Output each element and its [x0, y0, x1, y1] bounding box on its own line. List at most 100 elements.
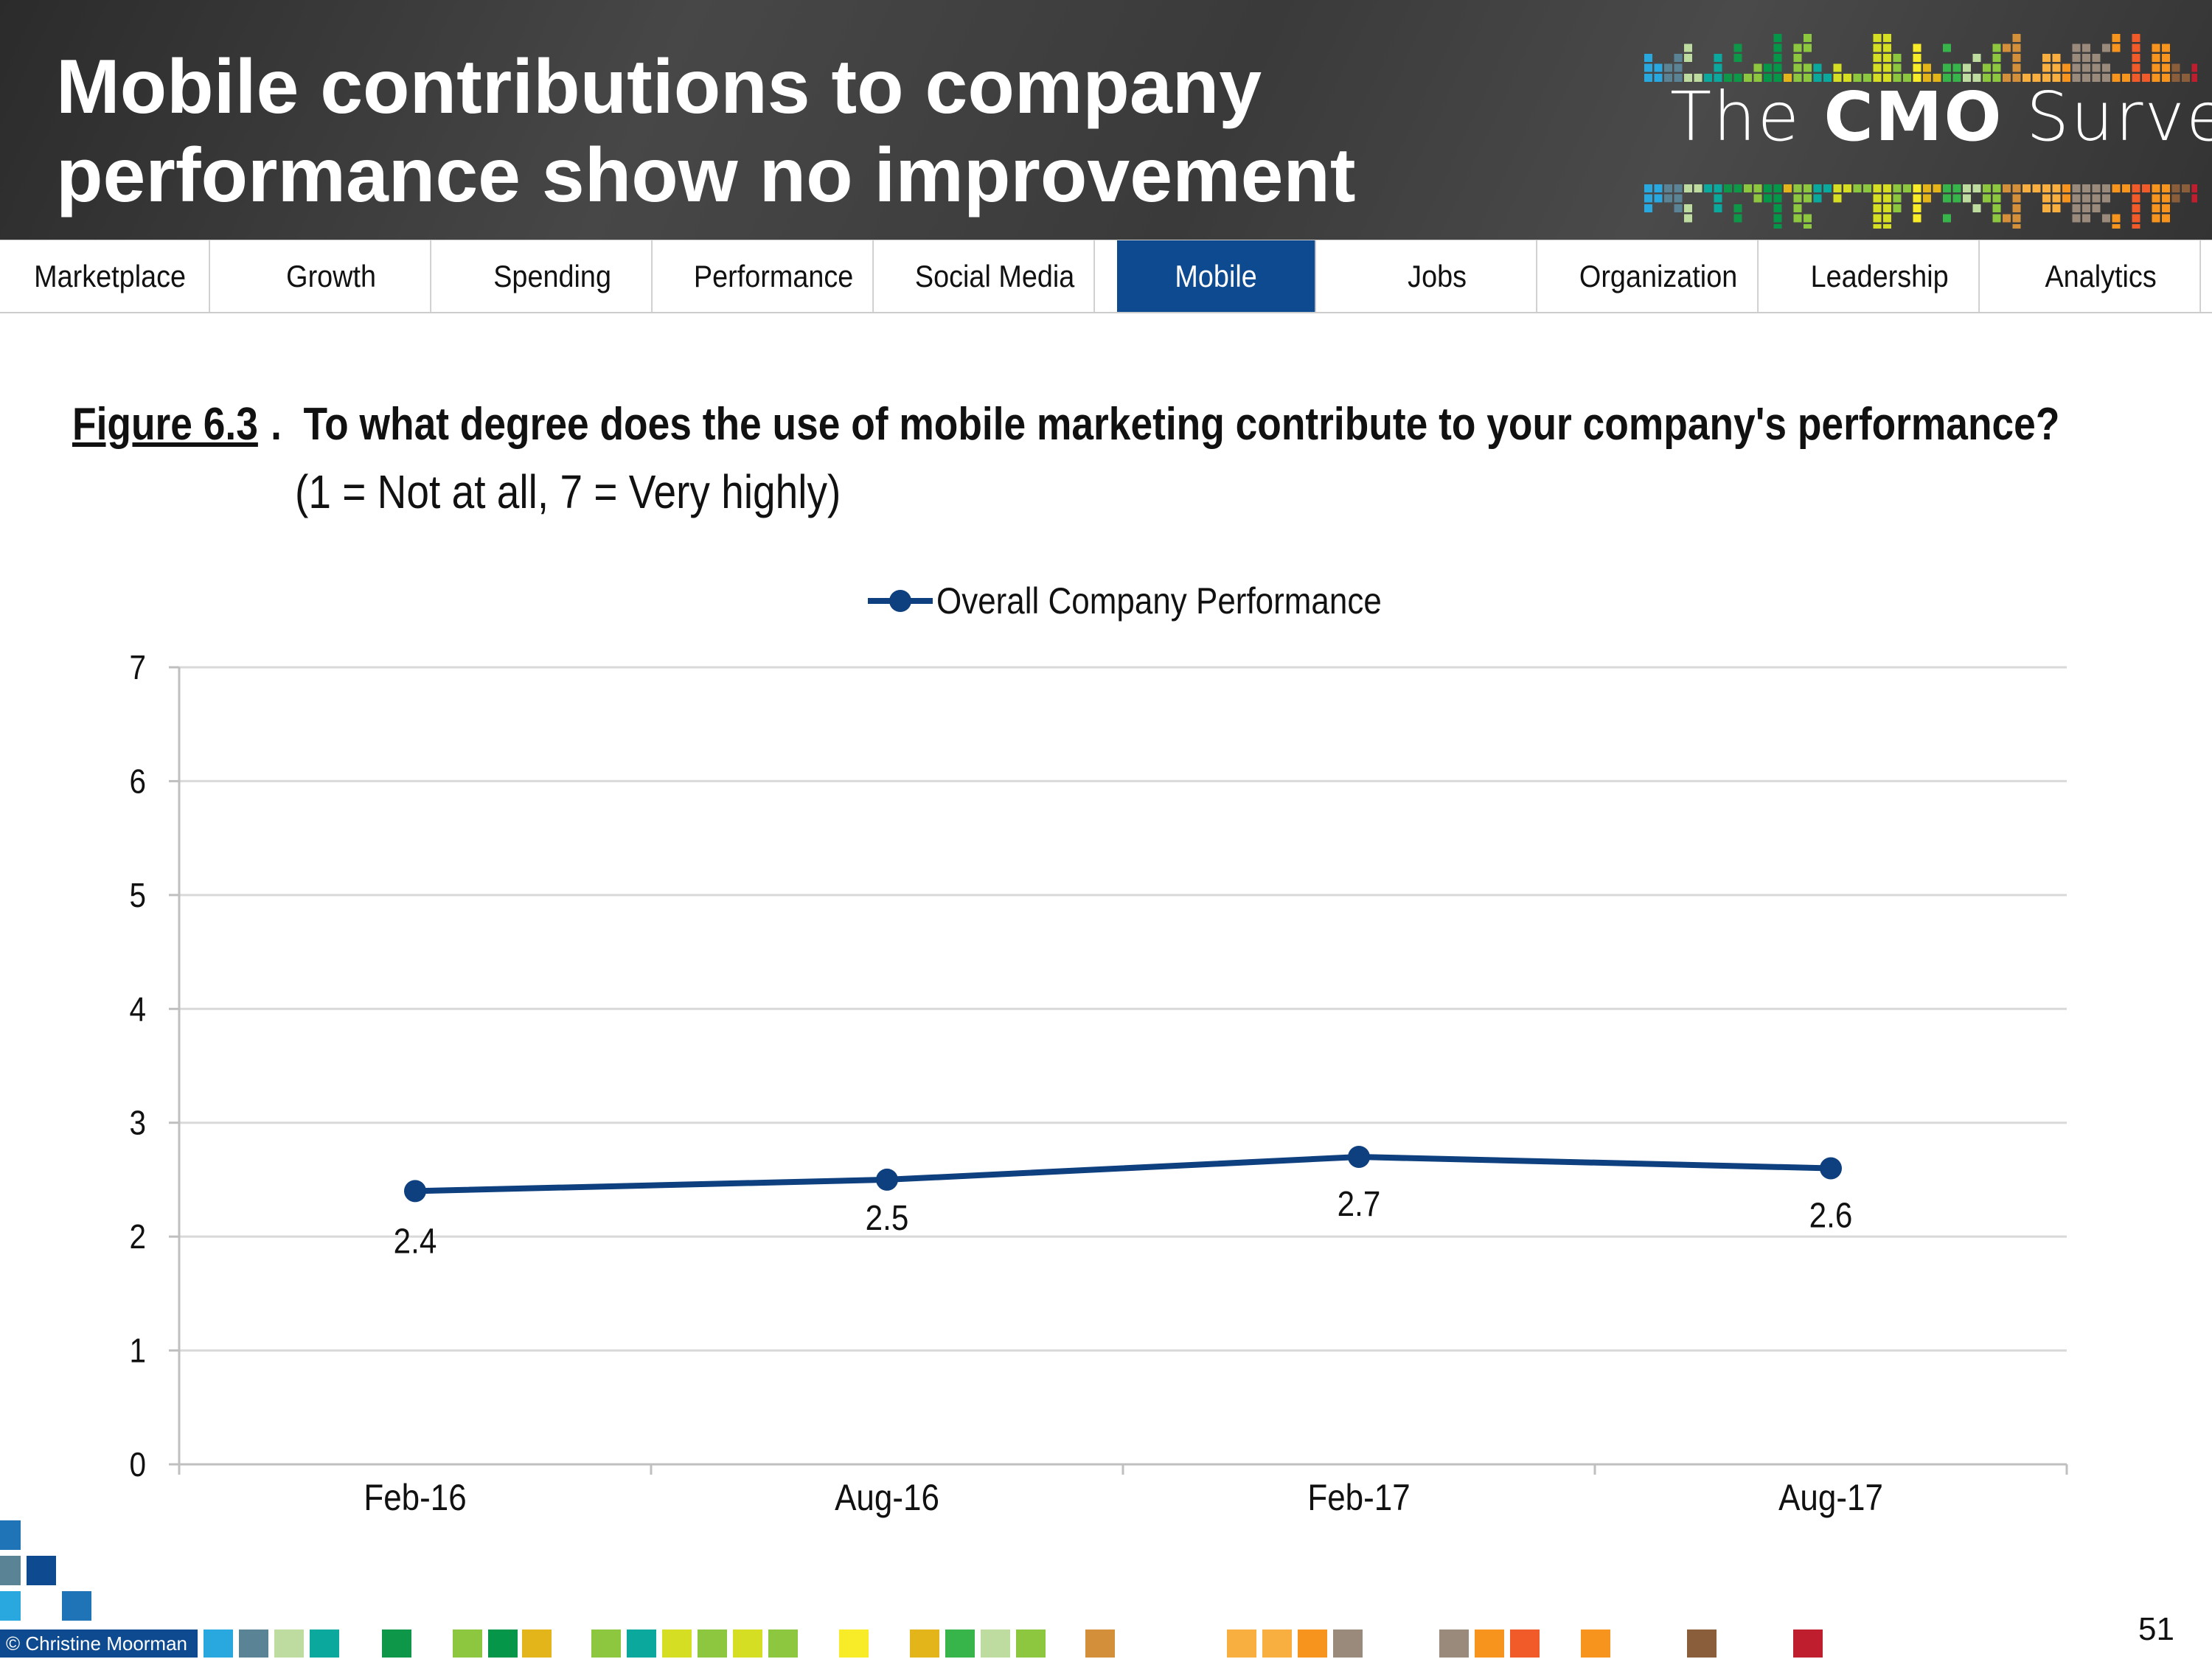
- logo-pixel: [1873, 34, 1882, 42]
- logo-pixel: [1804, 63, 1812, 72]
- logo-pixel: [1804, 34, 1812, 42]
- logo-pixel: [1674, 74, 1683, 82]
- logo-pixel: [1843, 184, 1851, 192]
- logo-pixel: [2052, 204, 2061, 212]
- logo-pixel: [1983, 194, 1991, 203]
- title-line-1: Mobile contributions to company: [56, 44, 1262, 130]
- tab-social-media[interactable]: Social Media: [896, 240, 1095, 312]
- footer-color-square: [522, 1630, 552, 1658]
- logo-pixel: [1674, 54, 1683, 62]
- footer-color-square: [910, 1630, 939, 1658]
- tab-leadership[interactable]: Leadership: [1781, 240, 1980, 312]
- logo-pixel: [2092, 184, 2101, 192]
- y-tick-label: 0: [129, 1447, 146, 1484]
- footer-color-square: [662, 1630, 692, 1658]
- logo-pixel: [1753, 74, 1762, 82]
- tab-jobs[interactable]: Jobs: [1338, 240, 1537, 312]
- logo-pixel: [2012, 184, 2021, 192]
- logo-pixel: [1654, 63, 1663, 72]
- logo-pixel: [1893, 184, 1902, 192]
- logo-pixel: [1992, 194, 2001, 203]
- logo-pixel: [1664, 63, 1672, 72]
- logo-pixel: [1863, 184, 1871, 192]
- logo-pixel: [2082, 74, 2090, 82]
- logo-pixel: [1823, 74, 1832, 82]
- logo-pixel: [1992, 204, 2001, 212]
- logo-pixel: [1813, 63, 1822, 72]
- logo-pixel: [1644, 54, 1652, 62]
- logo-pixel: [2082, 54, 2090, 62]
- logo-pixel: [2112, 74, 2121, 82]
- logo-pixel: [2012, 204, 2021, 212]
- corner-square: [0, 1556, 21, 1585]
- tab-analytics[interactable]: Analytics: [2002, 240, 2201, 312]
- footer-color-square: [239, 1630, 268, 1658]
- logo-pixel: [1714, 184, 1722, 192]
- logo-pixel: [2062, 184, 2070, 192]
- x-tick-label: Aug-16: [835, 1476, 939, 1517]
- logo-pixel: [1654, 74, 1663, 82]
- x-tick-label: Aug-17: [1778, 1476, 1883, 1517]
- logo-pixel: [2152, 204, 2160, 212]
- logo-pixel: [1773, 34, 1782, 42]
- logo-pixel: [1972, 204, 1981, 212]
- logo-pixel: [2171, 74, 2180, 82]
- logo-pixel: [1733, 204, 1742, 212]
- tab-performance[interactable]: Performance: [675, 240, 874, 312]
- copyright-credit: © Christine Moorman: [0, 1630, 198, 1658]
- footer-color-square: [1333, 1630, 1363, 1658]
- logo-pixel: [2092, 204, 2101, 212]
- logo-pixel: [1654, 194, 1663, 203]
- data-point: [1820, 1157, 1842, 1180]
- logo-pixel: [2082, 44, 2090, 52]
- logo-pixel: [2003, 184, 2011, 192]
- footer-color-square: [1016, 1630, 1046, 1658]
- logo-pixel: [2152, 184, 2160, 192]
- logo-pixel: [1733, 54, 1742, 62]
- logo-pixel: [1804, 44, 1812, 52]
- cmo-survey-logo: The CMO Survey: [1670, 77, 2212, 156]
- logo-pixel: [1773, 44, 1782, 52]
- logo-pixel: [2162, 63, 2170, 72]
- logo-pixel: [1923, 184, 1931, 192]
- logo-pixel: [1664, 194, 1672, 203]
- logo-pixel: [2152, 194, 2160, 203]
- logo-pixel: [1913, 204, 1921, 212]
- logo-pixel: [1913, 54, 1921, 62]
- logo-pixel: [1804, 194, 1812, 203]
- logo-pixel: [1913, 214, 1921, 223]
- logo-pixel: [1804, 214, 1812, 223]
- logo-pixel: [2152, 44, 2160, 52]
- logo-pixel: [1952, 194, 1961, 203]
- tab-growth[interactable]: Growth: [232, 240, 431, 312]
- footer-color-square: [1793, 1630, 1823, 1658]
- y-tick-label: 6: [129, 763, 146, 801]
- tab-spending[interactable]: Spending: [453, 240, 653, 312]
- figure-number: Figure 6.3: [72, 399, 258, 450]
- logo-pixel: [1883, 74, 1891, 82]
- logo-pixel: [1684, 44, 1692, 52]
- logo-pixel: [2152, 63, 2160, 72]
- logo-pixel: [1913, 74, 1921, 82]
- logo-pixel: [1843, 74, 1851, 82]
- tab-mobile[interactable]: Mobile: [1117, 240, 1316, 312]
- tab-organization[interactable]: Organization: [1559, 240, 1759, 312]
- logo-pixel: [1883, 224, 1891, 229]
- logo-pixel: [2082, 63, 2090, 72]
- logo-pixel: [2132, 204, 2140, 212]
- logo-pixel: [1943, 214, 1951, 223]
- logo-pixel: [1963, 184, 1971, 192]
- tab-marketplace[interactable]: Marketplace: [11, 240, 210, 312]
- footer-color-square: [1262, 1630, 1292, 1658]
- logo-pixel: [1992, 74, 2001, 82]
- logo-pixel: [1644, 194, 1652, 203]
- logo-pixel: [1674, 204, 1683, 212]
- logo-pixel: [2052, 184, 2061, 192]
- logo-pixel: [1943, 194, 1951, 203]
- logo-pixel: [1804, 184, 1812, 192]
- logo-pixel: [2072, 63, 2081, 72]
- figure-question: To what degree does the use of mobile ma…: [303, 399, 2060, 450]
- logo-pixel: [1764, 194, 1772, 203]
- logo-pixel: [2132, 63, 2140, 72]
- logo-pixel: [1943, 44, 1951, 52]
